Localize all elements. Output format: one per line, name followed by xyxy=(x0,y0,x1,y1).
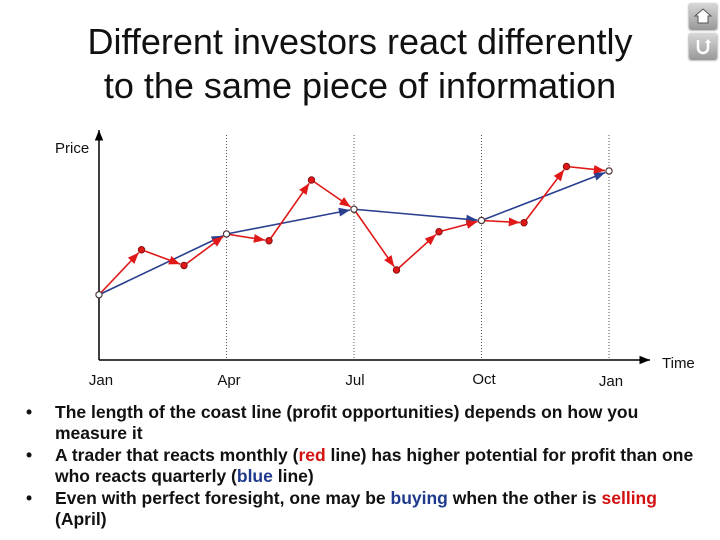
title-line-2: to the same piece of information xyxy=(103,65,617,106)
series-0-segment xyxy=(268,182,310,242)
series-0-segment xyxy=(226,233,266,243)
bullet-text: line) has higher potential for profit th… xyxy=(55,445,694,486)
y-axis-label: Price xyxy=(55,140,89,157)
home-icon xyxy=(693,8,713,24)
slide-title: Different investors react differently to… xyxy=(0,20,720,108)
title-line-1: Different investors react differently xyxy=(87,21,633,62)
series-0-segment xyxy=(438,220,478,233)
series-0-point xyxy=(520,219,528,227)
series-0-point xyxy=(180,261,188,270)
highlight-red: selling xyxy=(601,488,657,508)
bullet-text: Even with perfect foresight, one may be xyxy=(55,488,391,508)
series-0-point xyxy=(435,228,443,236)
x-tick-label: Jul xyxy=(345,372,364,389)
highlight-blue: blue xyxy=(236,466,273,486)
x-tick-label: Jan xyxy=(599,373,623,390)
highlight-red: red xyxy=(298,445,326,465)
bullet-text: A trader that reacts monthly ( xyxy=(55,445,299,465)
x-tick-label: Jan xyxy=(89,372,113,389)
series-0-segment xyxy=(311,179,352,208)
x-axis-label: Time xyxy=(662,355,695,372)
x-tick-label: Oct xyxy=(472,371,496,388)
series-0-segment xyxy=(523,169,565,224)
bullet-item: A trader that reacts monthly (red line) … xyxy=(26,445,706,487)
series-1-point-top xyxy=(95,291,103,299)
series-1-point-top xyxy=(605,167,613,175)
series-0-segment xyxy=(566,164,606,174)
series-0-segment xyxy=(98,252,140,296)
series-1-point-top xyxy=(478,217,485,224)
series-0-segment xyxy=(395,233,437,271)
bullet-text: The length of the coast line (profit opp… xyxy=(55,402,639,443)
series-0-point xyxy=(137,246,146,254)
series-1-segment xyxy=(98,234,224,296)
series-0-point xyxy=(265,237,273,245)
bullet-text: line) xyxy=(272,466,314,486)
bullet-item: The length of the coast line (profit opp… xyxy=(26,402,706,444)
price-time-chart: Price Time Jan Apr Jul Oct Jan xyxy=(55,130,695,390)
series-0-point xyxy=(562,162,571,171)
bullet-item: Even with perfect foresight, one may be … xyxy=(26,488,706,530)
series-1-segment xyxy=(353,208,478,224)
home-button[interactable] xyxy=(689,3,717,29)
return-button[interactable] xyxy=(689,33,717,59)
series-0-segment xyxy=(141,248,181,265)
bullet-text: (April) xyxy=(55,509,107,529)
series-1-point-top xyxy=(223,230,230,238)
series-0-segment xyxy=(353,208,395,268)
series-1-point-top xyxy=(350,205,358,213)
series-0-segment xyxy=(183,235,224,267)
series-1-segment xyxy=(226,207,351,235)
series-0-segment xyxy=(481,217,521,227)
bullet-list: The length of the coast line (profit opp… xyxy=(26,402,706,531)
bullet-text: when the other is xyxy=(447,488,602,508)
x-tick-label: Apr xyxy=(217,372,240,389)
highlight-blue: buying xyxy=(390,488,448,508)
series-0-point xyxy=(307,176,316,184)
series-0-point xyxy=(392,266,401,274)
return-icon xyxy=(696,39,711,55)
